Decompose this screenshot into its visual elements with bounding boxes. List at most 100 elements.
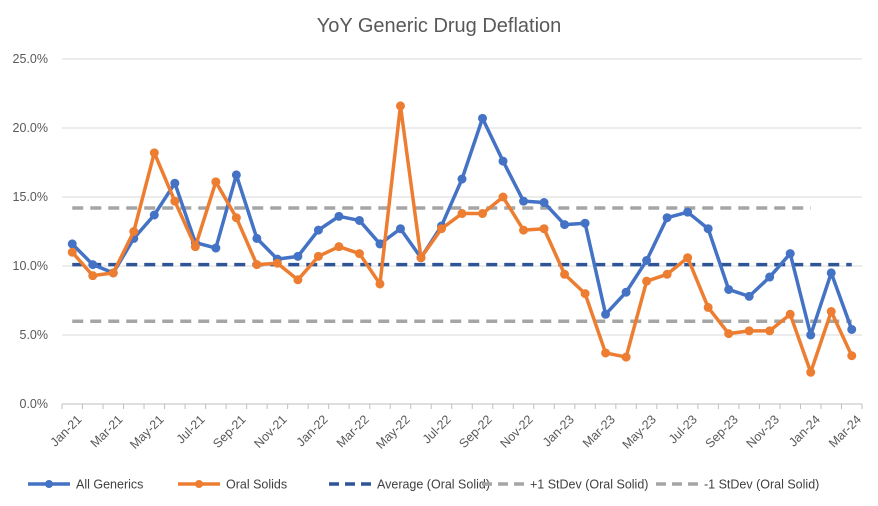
legend-label: Average (Oral Solid) (377, 478, 490, 492)
x-tick-label: Mar-21 (88, 412, 126, 450)
data-point (334, 242, 344, 252)
legend-label: All Generics (76, 478, 143, 492)
data-point (724, 284, 734, 294)
data-point (847, 324, 857, 334)
x-tick-label: Jan-24 (786, 412, 823, 449)
legend-marker (45, 480, 53, 488)
data-point (744, 291, 754, 301)
x-tick-label: Jan-23 (540, 412, 577, 449)
data-point (231, 213, 241, 223)
data-point (457, 174, 467, 184)
y-tick-label: 15.0% (13, 190, 48, 204)
data-point (170, 178, 180, 188)
data-point (642, 276, 652, 286)
data-point (765, 272, 775, 282)
x-tick-label: May-22 (373, 412, 412, 451)
legend-label: -1 StDev (Oral Solid) (704, 478, 819, 492)
data-point (580, 218, 590, 228)
data-point (806, 330, 816, 340)
data-point (252, 233, 262, 243)
legend-label: +1 StDev (Oral Solid) (530, 478, 648, 492)
data-point (457, 209, 467, 219)
y-tick-label: 25.0% (13, 52, 48, 66)
data-point (67, 239, 77, 249)
data-point (601, 348, 611, 358)
data-point (519, 196, 529, 206)
x-tick-label: Nov-23 (744, 412, 782, 450)
data-point (724, 329, 734, 339)
y-tick-label: 0.0% (20, 397, 49, 411)
data-point (539, 224, 549, 234)
y-tick-label: 10.0% (13, 259, 48, 273)
data-point (252, 260, 262, 270)
series-layer (67, 101, 857, 377)
data-point (354, 215, 364, 225)
data-point (375, 279, 385, 289)
data-point (744, 326, 754, 336)
series-line-oral-solids (70, 104, 854, 375)
data-point (662, 213, 672, 223)
x-tick-label: Sep-21 (210, 412, 248, 450)
data-point (601, 309, 611, 319)
data-point (785, 309, 795, 319)
data-point (560, 269, 570, 279)
data-point (621, 287, 631, 297)
data-point (847, 351, 857, 361)
data-point (436, 224, 446, 234)
x-tick-label: Mar-22 (334, 412, 372, 450)
data-point (478, 113, 488, 123)
x-tick-label: Jul-23 (666, 412, 700, 446)
data-point (539, 198, 549, 208)
data-point (498, 156, 508, 166)
data-point (683, 207, 693, 217)
data-point (806, 367, 816, 377)
x-tick-label: Nov-21 (251, 412, 289, 450)
x-tick-label: Sep-23 (703, 412, 741, 450)
data-point (149, 148, 159, 158)
data-point (231, 170, 241, 180)
data-point (334, 211, 344, 221)
data-point (272, 258, 282, 268)
data-point (88, 260, 98, 270)
x-tick-label: May-23 (620, 412, 659, 451)
data-point (519, 225, 529, 235)
data-point (580, 289, 590, 299)
data-point (129, 227, 139, 236)
data-point (621, 352, 631, 362)
data-point (354, 249, 364, 259)
data-point (478, 209, 488, 219)
legend-marker (195, 480, 203, 488)
x-tick-label: Mar-24 (826, 412, 864, 450)
chart-title: YoY Generic Drug Deflation (317, 15, 562, 37)
legend: All Generics Oral Solids Average (Oral Sol… (28, 478, 819, 492)
gridlines (62, 58, 862, 405)
data-point (826, 268, 836, 278)
y-tick-label: 20.0% (13, 121, 48, 135)
data-point (67, 247, 77, 257)
x-tick-label: Mar-23 (580, 412, 618, 450)
data-point (642, 255, 652, 265)
x-tick-label: Jan-21 (48, 412, 85, 449)
data-point (293, 251, 303, 261)
data-point (765, 326, 775, 336)
series-line-all-generics (70, 116, 854, 337)
data-point (293, 275, 303, 285)
data-point (149, 210, 159, 220)
data-point (211, 177, 221, 187)
legend-label: Oral Solids (226, 478, 287, 492)
data-point (395, 101, 405, 111)
data-point (170, 196, 180, 206)
data-point (826, 307, 836, 317)
y-axis-ticks: 0.0% 5.0% 10.0% 15.0% 20.0% 25.0% (13, 52, 48, 411)
data-point (662, 269, 672, 279)
data-point (560, 220, 570, 230)
data-point (313, 251, 323, 261)
data-point (703, 224, 713, 234)
data-point (211, 243, 221, 253)
x-tick-label: Jul-22 (420, 412, 454, 446)
data-point (108, 268, 118, 278)
x-tick-label: Nov-22 (497, 412, 535, 450)
data-point (313, 225, 323, 235)
x-axis: Jan-21 Mar-21 May-21 Jul-21 Sep-21 Nov-21 Jan-… (48, 404, 864, 452)
